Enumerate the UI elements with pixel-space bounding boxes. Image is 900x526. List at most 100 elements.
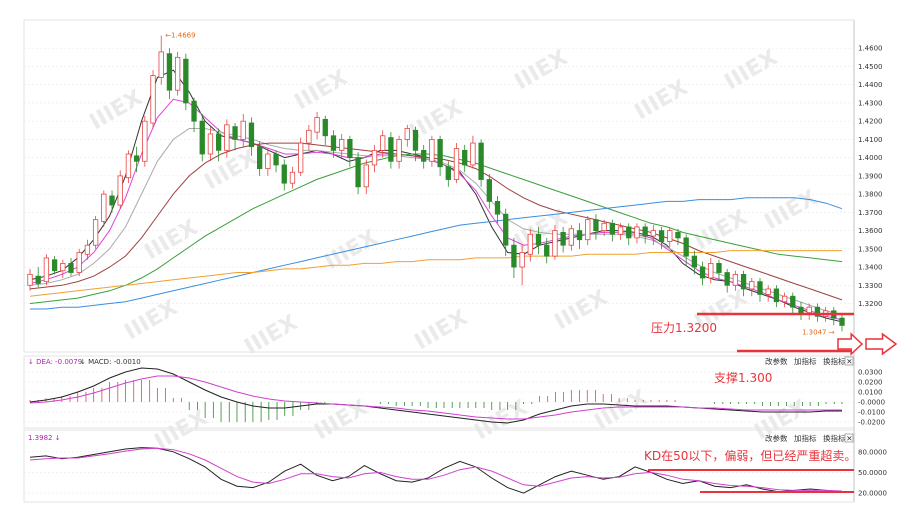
candle-body — [626, 226, 632, 239]
candle-body — [790, 295, 796, 308]
watermark-logo: IIIEX — [121, 295, 183, 345]
candle-body — [716, 263, 722, 273]
candle-body — [470, 142, 476, 166]
candle-body — [798, 306, 804, 314]
macd-dea-line — [29, 375, 842, 420]
candle-body — [535, 233, 542, 246]
price-tick-label: 1.4000 — [858, 154, 883, 162]
high-price-marker: ←1.4669 — [165, 32, 195, 40]
panel-button-2: 加指标 — [794, 356, 817, 366]
candle-body — [453, 148, 460, 180]
candle-body — [658, 230, 665, 242]
price-tick-label: 1.4400 — [858, 81, 883, 89]
kd-tick-label: 50.0000 — [858, 469, 887, 477]
candle-body — [51, 259, 58, 272]
candle-body — [544, 244, 550, 257]
candle-body — [142, 120, 148, 162]
candle-body — [511, 244, 517, 268]
kd-legend: 1.3982 ↓ — [28, 434, 61, 442]
candle-body — [183, 58, 189, 104]
resistance-label: 压力1.3200 — [651, 321, 717, 335]
candle-body — [609, 222, 615, 235]
candle-body — [133, 155, 140, 162]
close-panel-button[interactable] — [844, 356, 854, 366]
candle-body — [503, 213, 509, 246]
candle-body — [814, 306, 821, 317]
candle-body — [281, 164, 287, 184]
price-tick-label: 1.4300 — [858, 99, 883, 107]
candle-body — [117, 175, 123, 206]
candle-body — [396, 139, 402, 162]
candle-body — [330, 135, 337, 151]
watermark-logo: IIIEX — [241, 310, 303, 360]
candle-body — [60, 263, 66, 272]
macd-tick-label: 0.0200 — [858, 379, 883, 387]
candle-body — [289, 171, 296, 184]
kd-d-line — [29, 447, 843, 492]
candle-body — [650, 230, 657, 237]
candle-body — [273, 153, 279, 166]
support-label: 支撑1.300 — [714, 370, 772, 385]
panel-button-2: 加指标 — [794, 433, 817, 443]
watermark-logo: IIIEX — [511, 45, 573, 95]
panel-button-3: 换指标 — [823, 356, 846, 366]
macd-tick-label: 0.0100 — [858, 389, 883, 397]
candle-body — [355, 157, 361, 188]
kd-tick-label: 20.0000 — [858, 490, 887, 498]
candle-body — [306, 129, 312, 144]
price-tick-label: 1.4500 — [858, 63, 883, 71]
candle-body — [699, 266, 706, 279]
candle-body — [765, 288, 771, 295]
candle-body — [412, 129, 419, 151]
candle-body — [265, 153, 271, 169]
candle-body — [421, 149, 427, 162]
candle-body — [380, 135, 386, 151]
watermark-logo: IIIEX — [411, 305, 473, 355]
candle-body — [43, 257, 50, 283]
candle-body — [691, 255, 698, 268]
candle-body — [166, 53, 173, 91]
candle-body — [363, 164, 369, 188]
price-tick-label: 1.3900 — [858, 172, 883, 180]
watermark-logo: IIIEX — [761, 185, 823, 235]
candle-body — [593, 219, 599, 231]
price-tick-label: 1.3800 — [858, 191, 883, 199]
macd-tick-label: -0.0100 — [858, 409, 885, 417]
close-panel-button[interactable] — [844, 433, 854, 443]
panel-button-1: 改参数 — [765, 356, 788, 366]
candle-body — [839, 317, 845, 326]
macd-tick-label: -0.0200 — [858, 419, 885, 427]
price-tick-label: 1.4600 — [858, 45, 883, 53]
watermark-logo: IIIEX — [86, 85, 148, 135]
moving-average-line — [29, 128, 843, 315]
candle-body — [617, 226, 624, 235]
watermark-logo: IIIEX — [721, 45, 783, 95]
candle-body — [339, 139, 345, 151]
price-tick-label: 1.4100 — [858, 136, 883, 144]
candle-body — [724, 272, 730, 286]
watermark-logo: IIIEX — [631, 75, 693, 125]
candle-body — [232, 126, 238, 140]
candle-body — [158, 51, 164, 78]
watermark-logo: IIIEX — [691, 205, 753, 255]
candle-body — [404, 128, 410, 140]
candle-body — [740, 273, 747, 290]
candle-body — [585, 219, 591, 241]
close-icon: ✕ — [846, 357, 852, 366]
price-tick-label: 1.3300 — [858, 282, 883, 290]
candle-body — [322, 118, 328, 137]
macd-macd-legend: ↓ MACD: -0.0010 — [80, 358, 141, 366]
price-tick-label: 1.3600 — [858, 227, 883, 235]
arrow-right-icon — [837, 332, 864, 356]
candle-body — [347, 139, 353, 159]
candle-body — [806, 306, 812, 314]
candle-body — [109, 195, 115, 206]
candle-body — [150, 75, 156, 124]
candle-body — [388, 137, 394, 162]
candle-body — [101, 193, 107, 222]
kd-k-line — [29, 447, 843, 494]
candle-body — [92, 219, 99, 246]
panel-button-3: 换指标 — [823, 433, 846, 443]
candle-body — [576, 230, 583, 241]
